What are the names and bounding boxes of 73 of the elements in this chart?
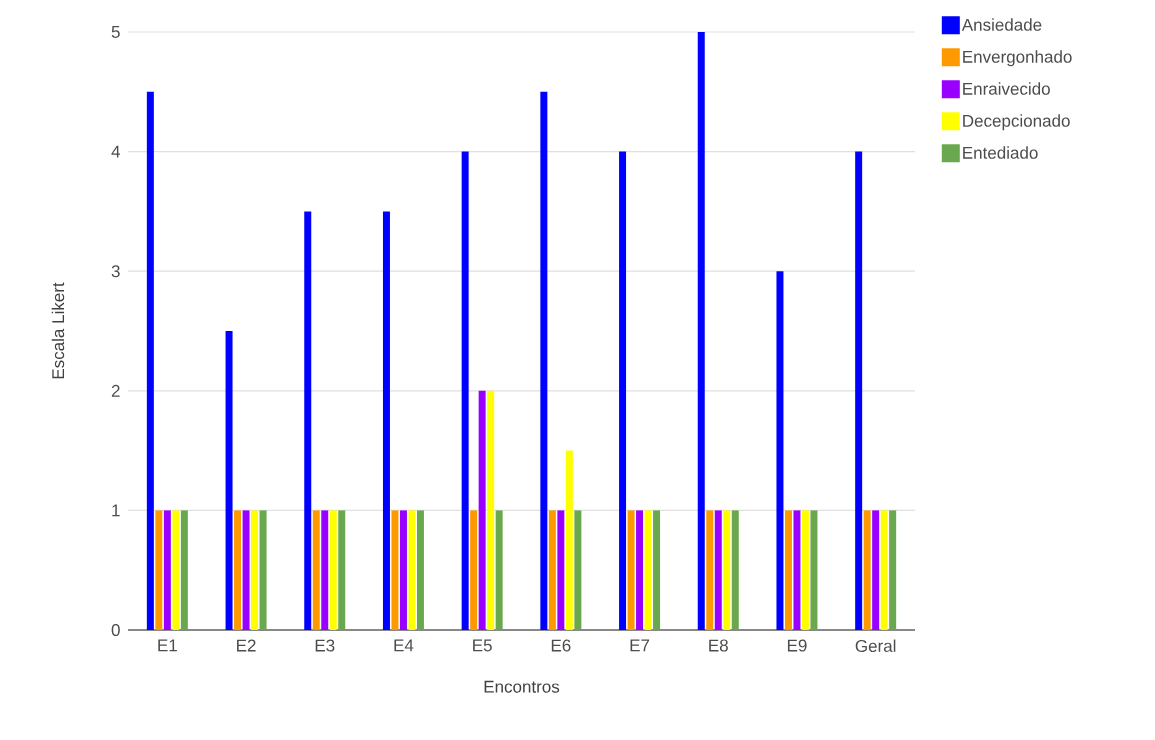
bar	[416, 510, 424, 630]
bar	[382, 211, 390, 630]
bar	[880, 510, 888, 630]
bar	[399, 510, 407, 630]
bar	[810, 510, 818, 630]
bar	[644, 510, 652, 630]
legend-label: Ansiedade	[961, 18, 1042, 31]
bar	[225, 331, 233, 630]
legend-label: Entediado	[963, 146, 1038, 159]
bar	[872, 510, 880, 630]
bar	[391, 510, 399, 630]
bar	[697, 32, 705, 630]
legend-label: Envergonhado	[963, 50, 1072, 67]
x-tick-label: Geral	[855, 639, 896, 653]
bar	[619, 151, 627, 630]
bar	[548, 510, 556, 630]
bar	[540, 91, 548, 630]
bar	[706, 510, 714, 630]
x-tick-label: E9	[787, 639, 807, 652]
legend-label: Decepcionado	[963, 114, 1070, 131]
bar	[801, 510, 809, 630]
bar	[321, 510, 329, 630]
bar	[793, 510, 801, 630]
bar	[155, 510, 163, 630]
bar	[461, 151, 469, 630]
bar	[627, 510, 635, 630]
bar	[636, 510, 644, 630]
x-tick-label: E2	[237, 639, 256, 652]
x-tick-label: E8	[709, 639, 728, 652]
bar	[653, 510, 661, 630]
x-tick-label: E5	[473, 639, 492, 652]
legend-label: Enraivecido	[963, 82, 1050, 95]
bar	[234, 510, 242, 630]
y-tick-label: 1	[112, 504, 120, 517]
x-tick-label: E7	[630, 639, 650, 652]
bar	[855, 151, 863, 630]
bar	[242, 510, 250, 630]
bar	[478, 390, 486, 630]
bar	[574, 510, 582, 630]
bar	[731, 510, 739, 630]
bar	[495, 510, 503, 630]
y-tick-label: 0	[111, 623, 120, 637]
bar	[714, 510, 722, 630]
y-axis-title: Escala Likert	[51, 282, 65, 379]
x-axis-title: Encontros	[484, 680, 560, 693]
bar	[784, 510, 792, 630]
bar	[259, 510, 267, 630]
bar	[338, 510, 346, 630]
bar	[312, 510, 320, 630]
x-tick-label: E6	[551, 639, 571, 652]
bar	[487, 390, 495, 630]
bar	[557, 510, 565, 630]
bar	[889, 510, 897, 630]
y-tick-label: 2	[111, 384, 120, 397]
bar	[180, 510, 188, 630]
bar	[863, 510, 871, 630]
bar	[304, 211, 312, 630]
bar	[251, 510, 259, 630]
y-tick-label: 4	[111, 145, 120, 158]
bar	[565, 450, 573, 630]
y-tick-label: 5	[111, 26, 120, 38]
bar	[776, 271, 784, 630]
x-tick-label: E3	[315, 639, 335, 652]
x-tick-label: E4	[394, 639, 414, 652]
bar	[470, 510, 478, 630]
bar	[163, 510, 171, 630]
bar	[408, 510, 416, 630]
bar	[723, 510, 731, 630]
bar	[172, 510, 180, 630]
bar	[146, 91, 154, 630]
x-tick-label: E1	[158, 639, 177, 652]
y-tick-label: 3	[111, 265, 120, 278]
bar	[329, 510, 337, 630]
